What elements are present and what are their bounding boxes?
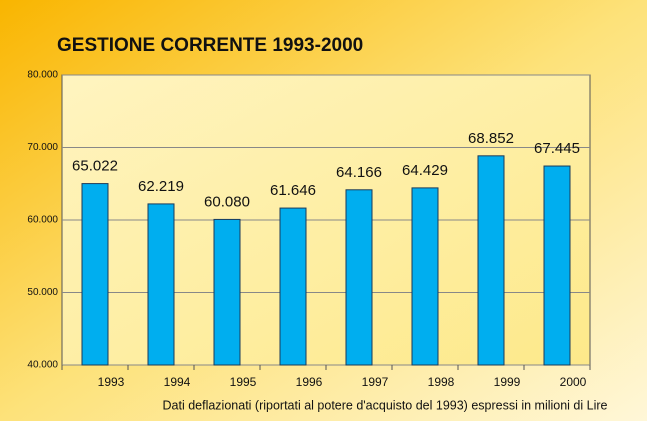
y-tick-label: 80.000	[27, 70, 58, 81]
x-tick-label: 2000	[560, 375, 587, 389]
x-tick-label: 1996	[296, 375, 323, 389]
bar	[477, 155, 505, 366]
y-tick-label: 60.000	[27, 215, 58, 226]
bar	[81, 183, 109, 366]
x-axis-label: Dati deflazionati (riportati al potere d…	[163, 398, 608, 412]
value-label: 64.429	[402, 162, 448, 179]
y-tick-label: 50.000	[27, 287, 58, 298]
x-tick-label: 1993	[98, 375, 125, 389]
y-tick-label: 70.000	[27, 142, 58, 153]
bar	[213, 218, 241, 366]
x-tick-label: 1997	[362, 375, 389, 389]
x-tick-label: 1998	[428, 375, 455, 389]
x-tick-label: 1999	[494, 375, 521, 389]
value-label: 65.022	[72, 158, 118, 175]
bar	[279, 207, 307, 366]
value-label: 61.646	[270, 182, 316, 199]
chart-title: GESTIONE CORRENTE 1993-2000	[57, 35, 363, 56]
bar	[543, 165, 571, 366]
value-label: 68.852	[468, 130, 514, 147]
x-tick-label: 1994	[164, 375, 191, 389]
value-label: 62.219	[138, 178, 184, 195]
value-label: 67.445	[534, 140, 580, 157]
value-label: 64.166	[336, 164, 382, 181]
x-tick-label: 1995	[230, 375, 257, 389]
bar	[411, 187, 439, 366]
bar	[147, 203, 175, 366]
value-label: 60.080	[204, 193, 250, 210]
bar	[345, 189, 373, 366]
y-tick-label: 40.000	[27, 360, 58, 371]
